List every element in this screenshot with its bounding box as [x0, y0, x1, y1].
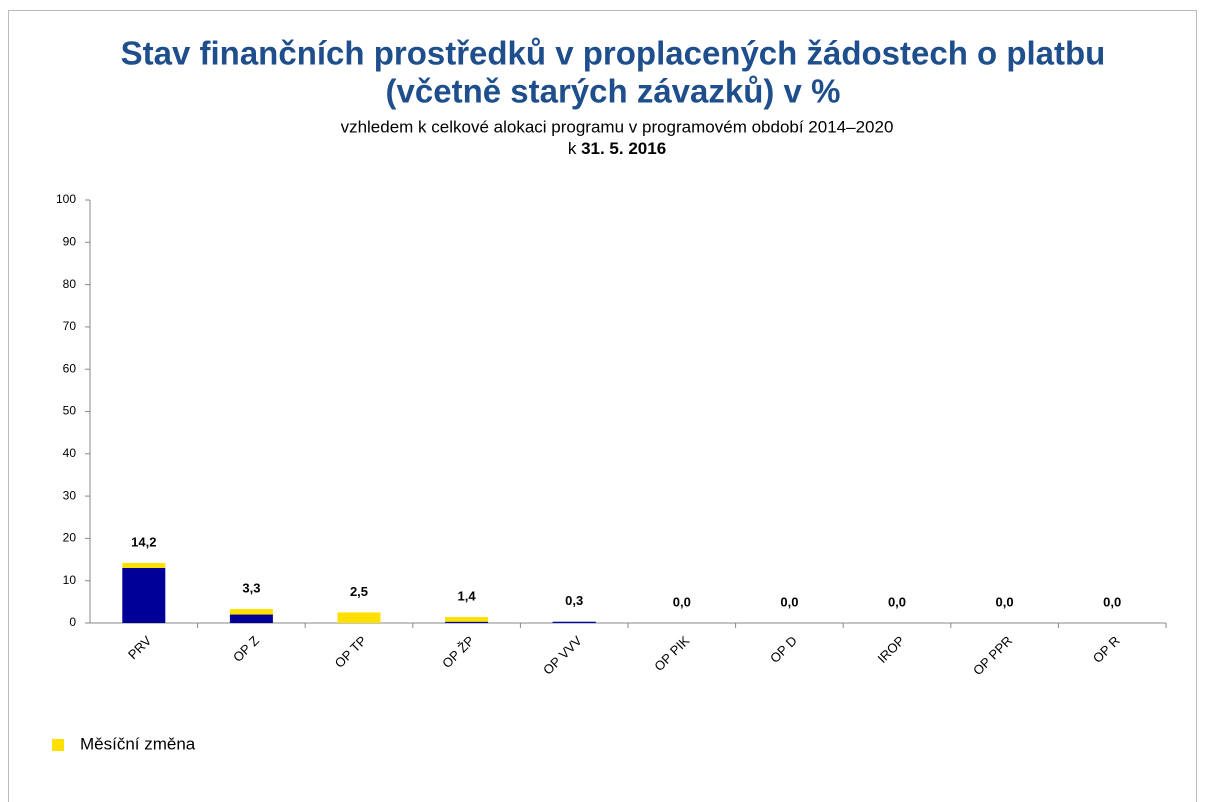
total-label: 0,0 — [780, 594, 798, 609]
bar-segment — [229, 609, 273, 615]
y-tick-label: 30 — [63, 488, 77, 502]
total-label: 0,0 — [1103, 594, 1121, 609]
y-tick-label: 40 — [63, 446, 77, 460]
chart-subtitle: vzhledem k celkové alokaci programu v pr… — [341, 117, 894, 136]
legend-swatch — [52, 739, 64, 751]
y-tick-label: 60 — [63, 361, 77, 375]
total-label: 0,0 — [996, 594, 1014, 609]
y-tick-label: 0 — [69, 615, 76, 629]
chart-date: k 31. 5. 2016 — [568, 139, 666, 158]
total-label: 0,0 — [888, 594, 906, 609]
date: 31. 5. 2016 — [581, 139, 666, 158]
total-label: 1,4 — [458, 589, 477, 604]
total-label: 14,2 — [131, 534, 156, 549]
bar-segment — [122, 562, 166, 569]
y-tick-label: 10 — [63, 573, 77, 587]
bar-baseline — [552, 622, 596, 623]
total-label: 0,0 — [673, 594, 691, 609]
y-tick-label: 100 — [56, 192, 76, 206]
bar-segment — [445, 621, 489, 623]
y-tick-label: 80 — [63, 277, 77, 291]
chart-title: (včetně starých závazků) v % — [386, 73, 841, 110]
bar-segment — [445, 617, 489, 622]
total-label: 3,3 — [242, 580, 260, 595]
total-label: 2,5 — [350, 584, 368, 599]
chart-frame — [8, 10, 1197, 802]
chart-title: Stav finančních prostředků v proplacenýc… — [121, 35, 1106, 72]
bar-segment — [337, 612, 381, 623]
y-tick-label: 20 — [63, 531, 77, 545]
y-tick-label: 50 — [63, 404, 77, 418]
total-label: 0,3 — [565, 593, 583, 608]
date-prefix: k — [568, 139, 577, 158]
bar-segment — [229, 614, 273, 623]
y-tick-label: 70 — [63, 319, 77, 333]
legend-label: Měsíční změna — [80, 734, 196, 753]
bar-segment — [122, 568, 166, 623]
y-tick-label: 90 — [63, 234, 77, 248]
